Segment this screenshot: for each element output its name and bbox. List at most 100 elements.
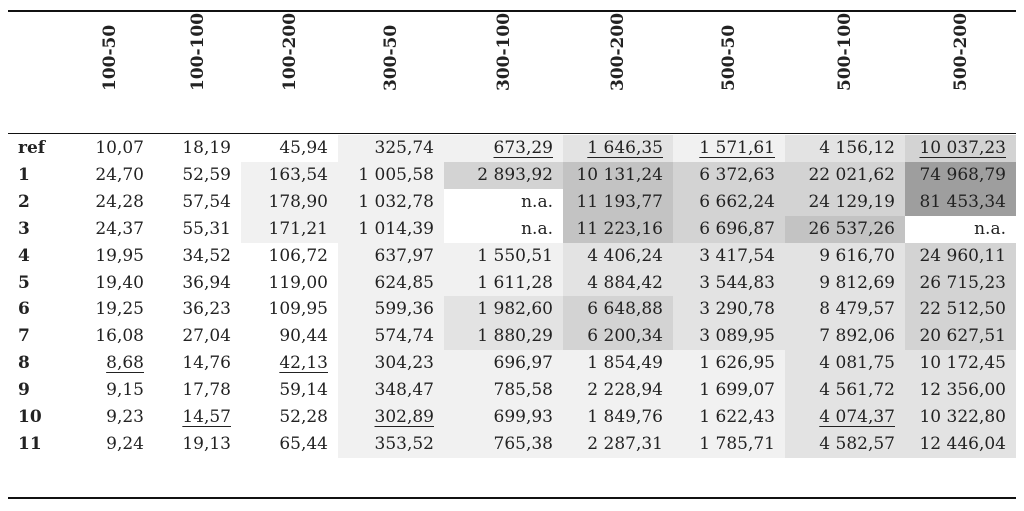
table-cell: 52,59 [154, 161, 241, 190]
row-label: 1 [18, 164, 30, 185]
cell-value: 302,89 [374, 407, 434, 427]
cell-value: 6 200,34 [587, 326, 663, 347]
table-cell: 1 550,51 [444, 242, 563, 270]
table-cell: 1 982,60 [444, 296, 563, 324]
cell-value: 8,68 [106, 353, 144, 374]
table-header-rule [8, 133, 1016, 134]
cell-value: 1 646,35 [587, 138, 663, 158]
cell-value: 765,38 [493, 433, 553, 454]
table-cell: 1 014,39 [338, 215, 444, 244]
cell-value: 57,54 [182, 191, 231, 212]
cell-value: 1 571,61 [699, 138, 775, 158]
column-header-label: 500-200 [950, 12, 971, 91]
table-cell: 302,89 [338, 404, 444, 432]
table-cell: 3 089,95 [673, 323, 785, 351]
row-label: 6 [18, 299, 30, 320]
table-cell: 696,97 [444, 350, 563, 378]
table-cell: 1 646,35 [563, 135, 673, 163]
table-cell: 8,68 [66, 350, 154, 378]
cell-value: 26 537,26 [808, 218, 895, 239]
table-cell: 1 880,29 [444, 323, 563, 351]
cell-value: 1 005,58 [358, 164, 434, 185]
cell-value: 11 193,77 [576, 191, 663, 212]
cell-value: 699,93 [493, 407, 553, 427]
table-cell: 12 446,04 [905, 430, 1016, 459]
cell-value: 3 544,83 [699, 272, 775, 293]
cell-value: n.a. [521, 218, 553, 239]
table-cell: 9,24 [66, 430, 154, 459]
table-cell: 55,31 [154, 215, 241, 244]
table-cell: 4 406,24 [563, 242, 673, 270]
cell-value: 6 648,88 [587, 299, 663, 320]
cell-value: 6 696,87 [699, 218, 775, 239]
cell-value: n.a. [521, 191, 553, 212]
table-cell: 6 372,63 [673, 161, 785, 190]
cell-value: 1 622,43 [699, 407, 775, 427]
cell-value: 4 884,42 [587, 272, 663, 293]
row-label: 10 [18, 407, 42, 427]
table-cell: 20 627,51 [905, 323, 1016, 351]
cell-value: 9,23 [106, 407, 144, 427]
column-header-label: 100-100 [187, 12, 208, 91]
cell-value: 574,74 [374, 326, 434, 347]
table-cell: 24,28 [66, 188, 154, 217]
table-cell: 2 893,92 [444, 161, 563, 190]
table-cell: 81 453,34 [905, 188, 1016, 217]
cell-value: 90,44 [279, 326, 328, 347]
cell-value: 673,29 [493, 138, 553, 158]
table-cell: 36,94 [154, 269, 241, 297]
table-cell: 90,44 [241, 323, 338, 351]
table-cell: 1 854,49 [563, 350, 673, 378]
row-label: 9 [18, 380, 30, 401]
cell-value: 109,95 [268, 299, 328, 320]
cell-value: 52,59 [182, 164, 231, 185]
cell-value: 4 081,75 [819, 353, 895, 374]
cell-value: 9 812,69 [819, 272, 895, 293]
table-cell: 3 290,78 [673, 296, 785, 324]
cell-value: 785,58 [493, 380, 553, 401]
table-cell: 74 968,79 [905, 161, 1016, 190]
table-cell: 2 228,94 [563, 377, 673, 405]
table-cell: 14,76 [154, 350, 241, 378]
cell-value: 119,00 [268, 272, 328, 293]
cell-value: 12 446,04 [919, 433, 1006, 454]
table-cell: 12 356,00 [905, 377, 1016, 405]
cell-value: 20 627,51 [919, 326, 1006, 347]
cell-value: 10,07 [95, 138, 144, 158]
column-header: 500-50 [673, 12, 785, 133]
table-cell: 9 616,70 [785, 242, 905, 270]
column-header: 300-100 [444, 12, 563, 133]
cell-value: 42,13 [279, 353, 328, 374]
cell-value: 19,40 [95, 272, 144, 293]
table-cell: 1 032,78 [338, 188, 444, 217]
cell-value: 14,76 [182, 353, 231, 374]
table-cell: 24 960,11 [905, 242, 1016, 270]
results-table: 100-50 100-100 100-200 300-50 300-100 300-200… [8, 12, 1016, 497]
cell-value: 24 129,19 [808, 191, 895, 212]
table-cell: 109,95 [241, 296, 338, 324]
table-cell: n.a. [905, 215, 1016, 244]
cell-value: 74 968,79 [919, 164, 1006, 185]
cell-value: 10 322,80 [919, 407, 1006, 427]
table-cell: 24,37 [66, 215, 154, 244]
table-cell: 8 479,57 [785, 296, 905, 324]
cell-value: 36,23 [182, 299, 231, 320]
table-cell: 10 322,80 [905, 404, 1016, 432]
table-cell: 17,78 [154, 377, 241, 405]
table-cell: 4 074,37 [785, 404, 905, 432]
cell-value: 18,19 [182, 138, 231, 158]
table-cell: 699,93 [444, 404, 563, 432]
cell-value: 52,28 [279, 407, 328, 427]
table-cell: 57,54 [154, 188, 241, 217]
cell-value: 4 561,72 [819, 380, 895, 401]
table-cell: 9,15 [66, 377, 154, 405]
cell-value: 16,08 [95, 326, 144, 347]
cell-value: 348,47 [374, 380, 434, 401]
cell-value: 45,94 [279, 138, 328, 158]
table-cell: 599,36 [338, 296, 444, 324]
table-cell: 16,08 [66, 323, 154, 351]
table-cell: 624,85 [338, 269, 444, 297]
cell-value: 4 406,24 [587, 245, 663, 266]
cell-value: 163,54 [268, 164, 328, 185]
cell-value: 2 228,94 [587, 380, 663, 401]
